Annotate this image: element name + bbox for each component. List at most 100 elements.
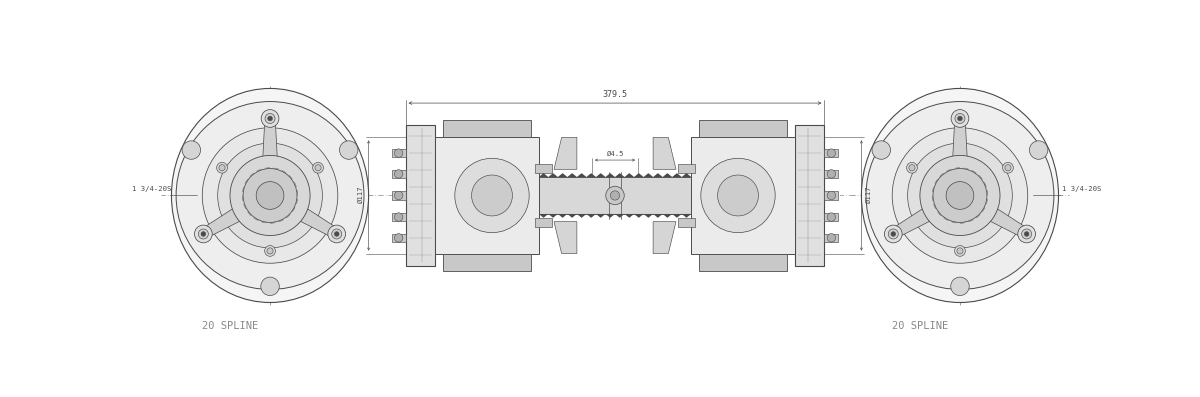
Text: 1 3/4-20S: 1 3/4-20S — [1062, 187, 1100, 193]
Circle shape — [1004, 165, 1012, 171]
Polygon shape — [624, 173, 634, 177]
Circle shape — [256, 181, 284, 209]
Circle shape — [395, 233, 403, 242]
Circle shape — [893, 128, 1027, 263]
Polygon shape — [558, 214, 568, 218]
Circle shape — [1021, 229, 1032, 239]
Polygon shape — [554, 137, 577, 169]
Polygon shape — [548, 173, 558, 177]
Circle shape — [827, 191, 835, 200]
Polygon shape — [616, 214, 624, 218]
Polygon shape — [587, 173, 596, 177]
Polygon shape — [662, 173, 672, 177]
Circle shape — [176, 102, 364, 289]
Polygon shape — [596, 214, 606, 218]
Circle shape — [260, 277, 280, 296]
Circle shape — [395, 170, 403, 178]
Polygon shape — [554, 222, 577, 254]
Polygon shape — [682, 173, 691, 177]
Polygon shape — [662, 214, 672, 218]
Circle shape — [1030, 141, 1048, 159]
Bar — [535, 218, 552, 227]
Circle shape — [328, 225, 346, 243]
Bar — [700, 254, 787, 270]
Circle shape — [1018, 225, 1036, 243]
Circle shape — [262, 110, 278, 127]
Bar — [691, 137, 796, 254]
Text: Ø4.5: Ø4.5 — [606, 151, 624, 157]
Polygon shape — [281, 197, 344, 241]
Circle shape — [198, 229, 209, 239]
Circle shape — [472, 175, 512, 216]
Polygon shape — [596, 173, 606, 177]
Circle shape — [950, 277, 970, 296]
Circle shape — [611, 191, 619, 200]
Bar — [824, 213, 839, 221]
Ellipse shape — [172, 89, 368, 303]
Bar — [443, 120, 530, 137]
Bar — [824, 191, 839, 200]
Polygon shape — [587, 214, 596, 218]
Circle shape — [182, 141, 200, 159]
Polygon shape — [653, 214, 662, 218]
Circle shape — [884, 225, 902, 243]
Polygon shape — [971, 197, 1034, 241]
Circle shape — [866, 102, 1054, 289]
Polygon shape — [568, 214, 577, 218]
Polygon shape — [643, 214, 653, 218]
Circle shape — [827, 233, 835, 242]
Circle shape — [217, 162, 228, 173]
Polygon shape — [886, 197, 949, 241]
Circle shape — [395, 149, 403, 157]
Circle shape — [718, 175, 758, 216]
Circle shape — [827, 170, 835, 178]
Circle shape — [265, 114, 275, 123]
Polygon shape — [624, 214, 634, 218]
Circle shape — [395, 191, 403, 200]
Circle shape — [265, 245, 276, 256]
Bar — [443, 254, 530, 270]
Polygon shape — [634, 173, 643, 177]
Circle shape — [955, 114, 965, 123]
Circle shape — [907, 143, 1013, 248]
Bar — [391, 170, 406, 178]
Circle shape — [313, 162, 324, 173]
Circle shape — [906, 162, 917, 173]
Circle shape — [202, 232, 205, 236]
Polygon shape — [577, 173, 587, 177]
Polygon shape — [653, 137, 676, 169]
Circle shape — [1025, 232, 1028, 236]
Circle shape — [956, 248, 964, 254]
Text: Ø117: Ø117 — [358, 187, 364, 204]
Circle shape — [244, 169, 296, 222]
Text: 20 SPLINE: 20 SPLINE — [892, 321, 948, 331]
Circle shape — [218, 165, 226, 171]
Polygon shape — [643, 173, 653, 177]
Circle shape — [934, 169, 986, 222]
Bar — [796, 125, 824, 266]
Polygon shape — [952, 112, 968, 179]
Circle shape — [827, 149, 835, 157]
Text: 379.5: 379.5 — [602, 90, 628, 99]
Text: 20 SPLINE: 20 SPLINE — [202, 321, 258, 331]
Polygon shape — [568, 173, 577, 177]
Polygon shape — [548, 214, 558, 218]
Bar — [678, 164, 695, 173]
Polygon shape — [634, 214, 643, 218]
Text: Ø117: Ø117 — [866, 187, 872, 204]
Circle shape — [1002, 162, 1013, 173]
Circle shape — [266, 248, 274, 254]
Polygon shape — [606, 214, 616, 218]
Polygon shape — [672, 214, 682, 218]
Circle shape — [920, 156, 1000, 235]
Circle shape — [958, 116, 962, 121]
Circle shape — [827, 213, 835, 221]
Circle shape — [908, 165, 916, 171]
Text: 1 3/4-20S: 1 3/4-20S — [132, 187, 172, 193]
Bar — [406, 125, 434, 266]
Circle shape — [331, 229, 342, 239]
Polygon shape — [682, 214, 691, 218]
Polygon shape — [577, 214, 587, 218]
Polygon shape — [653, 173, 662, 177]
Bar — [535, 164, 552, 173]
